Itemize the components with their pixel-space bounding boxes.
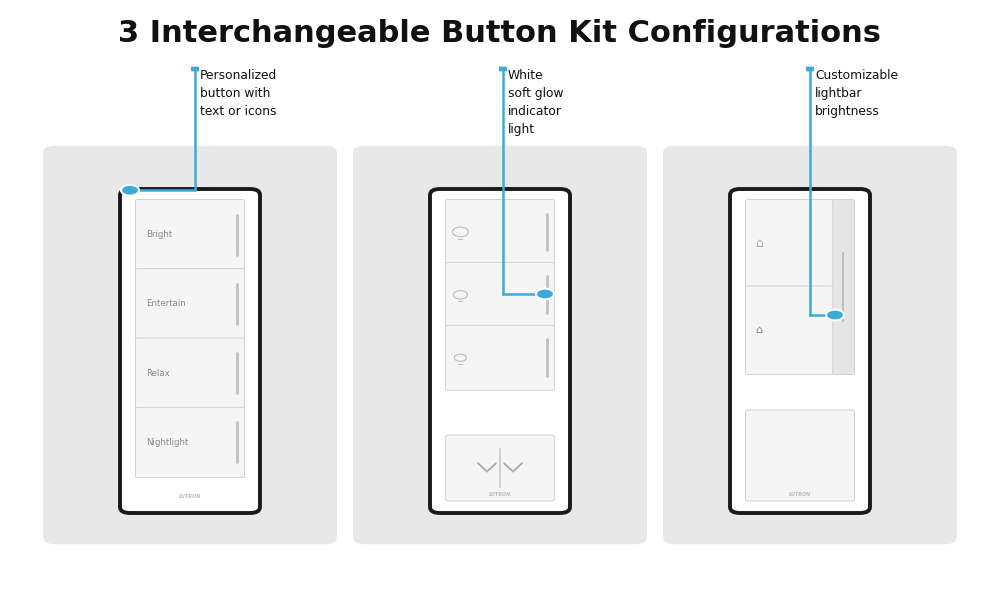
FancyBboxPatch shape — [43, 146, 337, 544]
FancyBboxPatch shape — [445, 325, 555, 390]
FancyBboxPatch shape — [445, 199, 555, 265]
Circle shape — [121, 185, 139, 196]
FancyBboxPatch shape — [745, 199, 833, 288]
Circle shape — [826, 310, 844, 320]
FancyBboxPatch shape — [445, 262, 555, 328]
FancyBboxPatch shape — [135, 269, 245, 339]
Text: LUTRON: LUTRON — [489, 492, 511, 497]
FancyBboxPatch shape — [745, 410, 855, 501]
Text: ⌂: ⌂ — [755, 325, 763, 335]
FancyBboxPatch shape — [832, 199, 855, 374]
FancyBboxPatch shape — [730, 189, 870, 513]
FancyBboxPatch shape — [191, 67, 199, 71]
Text: Entertain: Entertain — [146, 299, 186, 308]
Text: Relax: Relax — [146, 368, 170, 377]
Text: 3 Interchangeable Button Kit Configurations: 3 Interchangeable Button Kit Configurati… — [119, 19, 882, 47]
Circle shape — [536, 289, 554, 299]
FancyBboxPatch shape — [353, 146, 647, 544]
Text: Personalized
button with
text or icons: Personalized button with text or icons — [200, 69, 277, 118]
FancyBboxPatch shape — [445, 435, 555, 501]
FancyBboxPatch shape — [135, 199, 245, 270]
FancyBboxPatch shape — [499, 67, 507, 71]
Text: White
soft glow
indicator
light: White soft glow indicator light — [508, 69, 564, 136]
FancyBboxPatch shape — [430, 189, 570, 513]
Text: LUTRON: LUTRON — [789, 492, 811, 497]
Text: Customizable
lightbar
brightness: Customizable lightbar brightness — [815, 69, 898, 118]
Text: ⌂: ⌂ — [755, 237, 763, 250]
FancyBboxPatch shape — [663, 146, 957, 544]
FancyBboxPatch shape — [745, 286, 833, 374]
FancyBboxPatch shape — [135, 338, 245, 409]
FancyBboxPatch shape — [120, 189, 260, 513]
FancyBboxPatch shape — [806, 67, 814, 71]
FancyBboxPatch shape — [135, 407, 245, 478]
Text: Bright: Bright — [146, 230, 173, 239]
Text: LUTRON: LUTRON — [179, 494, 201, 499]
Text: Nightlight: Nightlight — [146, 438, 189, 447]
